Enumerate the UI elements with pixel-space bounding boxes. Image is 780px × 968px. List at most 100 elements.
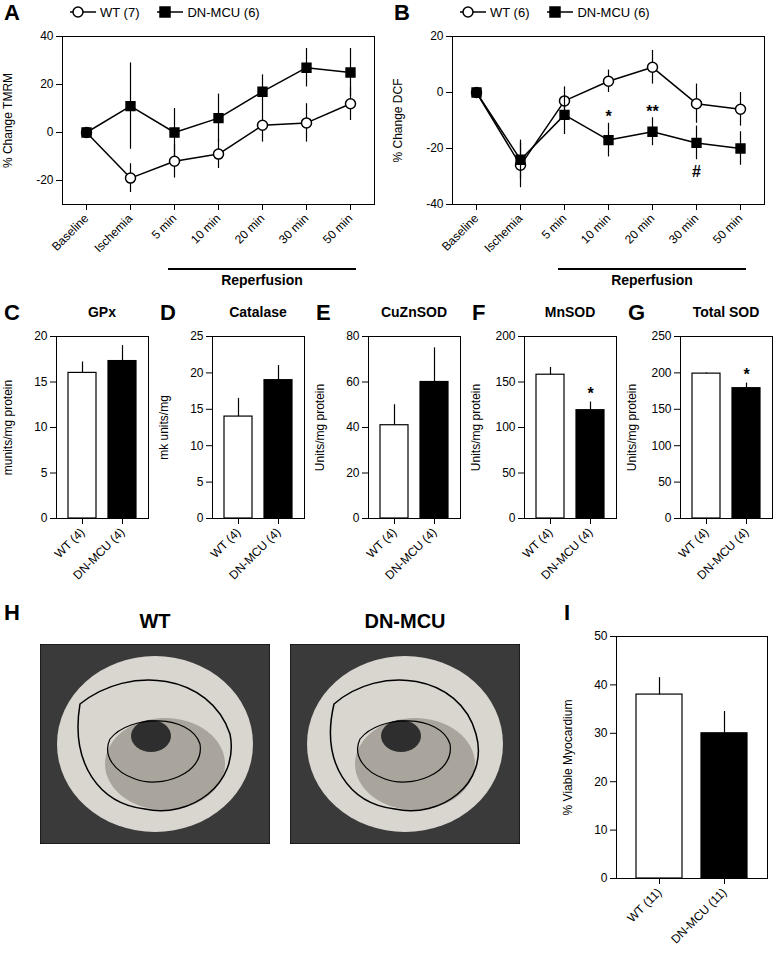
html-text:WT: WT	[139, 610, 171, 632]
svg-text:10: 10	[190, 439, 204, 453]
svg-text:15: 15	[34, 375, 48, 389]
svg-text:Baseline: Baseline	[439, 211, 482, 254]
svg-text:200: 200	[495, 329, 515, 343]
html-text:G: G	[628, 300, 646, 325]
svg-text:20 min: 20 min	[622, 211, 657, 246]
svg-text:30 min: 30 min	[666, 211, 701, 246]
svg-text:50: 50	[594, 629, 608, 643]
svg-text:200: 200	[651, 366, 671, 380]
svg-text:% Viable Myocardium: % Viable Myocardium	[561, 700, 575, 816]
svg-text:50 min: 50 min	[320, 211, 355, 246]
svg-text:25: 25	[190, 329, 204, 343]
svg-text:**: **	[646, 103, 659, 120]
svg-text:DN-MCU (4): DN-MCU (4)	[226, 525, 283, 582]
svg-text:0: 0	[353, 511, 360, 525]
svg-text:*: *	[605, 108, 612, 125]
html-text:B: B	[394, 0, 410, 25]
svg-text:WT (4): WT (4)	[208, 525, 244, 561]
svg-text:DN-MCU (4): DN-MCU (4)	[694, 525, 751, 582]
svg-text:100: 100	[495, 420, 515, 434]
html-text:E: E	[316, 300, 331, 325]
svg-text:40: 40	[594, 678, 608, 692]
html-text:MnSOD: MnSOD	[544, 304, 596, 320]
svg-text:mk units/mg: mk units/mg	[157, 395, 171, 460]
svg-text:20: 20	[430, 29, 444, 43]
svg-text:Ischemia: Ischemia	[481, 211, 525, 255]
svg-text:20: 20	[594, 775, 608, 789]
svg-text:WT (11): WT (11)	[625, 885, 665, 925]
svg-text:5: 5	[41, 466, 48, 480]
svg-text:DN-MCU (4): DN-MCU (4)	[70, 525, 127, 582]
svg-text:Baseline: Baseline	[49, 211, 92, 254]
svg-text:% Change DCF: % Change DCF	[391, 78, 405, 162]
svg-text:Units/mg protein: Units/mg protein	[469, 384, 483, 471]
html-text:WT (6): WT (6)	[490, 4, 530, 20]
html-text:Catalase: Catalase	[229, 304, 287, 320]
svg-text:50: 50	[502, 466, 516, 480]
svg-text:30 min: 30 min	[276, 211, 311, 246]
svg-text:0: 0	[197, 511, 204, 525]
svg-text:10: 10	[34, 420, 48, 434]
html-text:CuZnSOD: CuZnSOD	[380, 304, 447, 320]
svg-text:-40: -40	[426, 197, 444, 211]
svg-text:*: *	[587, 385, 594, 402]
html-text:C: C	[4, 300, 20, 325]
svg-text:WT (4): WT (4)	[52, 525, 88, 561]
html-text:DN-MCU (6): DN-MCU (6)	[187, 4, 260, 20]
svg-text:*: *	[743, 366, 750, 383]
svg-text:#: #	[692, 163, 701, 180]
svg-text:50 min: 50 min	[710, 211, 745, 246]
svg-text:150: 150	[495, 375, 515, 389]
svg-text:50: 50	[658, 475, 672, 489]
svg-text:0: 0	[41, 511, 48, 525]
svg-text:80: 80	[346, 329, 360, 343]
svg-text:Units/mg protein: Units/mg protein	[625, 384, 639, 471]
html-text:WT (7): WT (7)	[100, 4, 140, 20]
html-text:D: D	[160, 300, 176, 325]
svg-text:0: 0	[601, 871, 608, 885]
svg-text:250: 250	[651, 329, 671, 343]
svg-text:30: 30	[594, 726, 608, 740]
svg-text:100: 100	[651, 439, 671, 453]
svg-text:20: 20	[190, 366, 204, 380]
svg-text:5: 5	[197, 475, 204, 489]
svg-text:Ischemia: Ischemia	[91, 211, 135, 255]
html-text:Reperfusion: Reperfusion	[221, 272, 303, 288]
svg-text:10 min: 10 min	[188, 211, 223, 246]
svg-text:WT (4): WT (4)	[520, 525, 556, 561]
html-text:Reperfusion: Reperfusion	[611, 272, 693, 288]
svg-text:10 min: 10 min	[578, 211, 613, 246]
svg-text:40: 40	[40, 29, 54, 43]
html-text:GPx: GPx	[88, 304, 116, 320]
svg-text:DN-MCU (4): DN-MCU (4)	[538, 525, 595, 582]
svg-text:munits/mg protein: munits/mg protein	[1, 380, 15, 475]
svg-text:5 min: 5 min	[539, 211, 570, 242]
svg-text:-20: -20	[426, 141, 444, 155]
svg-text:20: 20	[34, 329, 48, 343]
html-text:H: H	[4, 600, 20, 625]
html-text:A: A	[4, 0, 20, 25]
svg-text:150: 150	[651, 402, 671, 416]
svg-text:10: 10	[594, 823, 608, 837]
svg-text:20 min: 20 min	[232, 211, 267, 246]
svg-text:60: 60	[346, 375, 360, 389]
svg-text:20: 20	[346, 466, 360, 480]
svg-text:0: 0	[47, 125, 54, 139]
svg-text:WT (4): WT (4)	[676, 525, 712, 561]
svg-text:0: 0	[509, 511, 516, 525]
svg-text:WT (4): WT (4)	[364, 525, 400, 561]
html-text:DN-MCU (6): DN-MCU (6)	[577, 4, 650, 20]
svg-text:5 min: 5 min	[149, 211, 180, 242]
svg-text:0: 0	[437, 85, 444, 99]
svg-text:Units/mg protein: Units/mg protein	[313, 384, 327, 471]
svg-text:20: 20	[40, 77, 54, 91]
html-text:DN-MCU: DN-MCU	[364, 610, 446, 632]
svg-text:0: 0	[665, 511, 672, 525]
svg-text:-20: -20	[36, 173, 54, 187]
html-text:Total SOD: Total SOD	[692, 304, 760, 320]
svg-text:40: 40	[346, 420, 360, 434]
svg-text:% Change TMRM: % Change TMRM	[1, 73, 15, 168]
svg-text:DN-MCU (11): DN-MCU (11)	[668, 885, 729, 946]
svg-text:15: 15	[190, 402, 204, 416]
svg-text:DN-MCU (4): DN-MCU (4)	[382, 525, 439, 582]
